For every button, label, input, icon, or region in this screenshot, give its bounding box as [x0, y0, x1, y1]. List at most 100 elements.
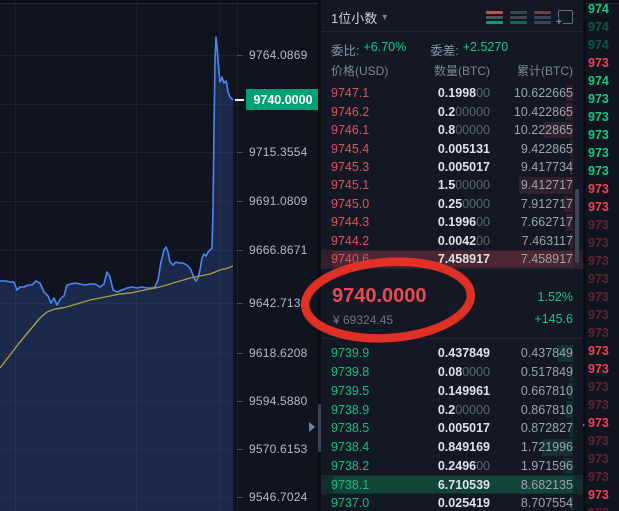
order-book-stats: 委比: +6.70% 委差: +2.5270 [331, 40, 509, 58]
order-book-row[interactable]: 9745.3 0.005017 9.417734 [321, 158, 583, 176]
trade-row[interactable]: 973 [588, 398, 609, 412]
price-cell[interactable]: 9747.1 [331, 86, 370, 101]
order-book-row[interactable]: 9739.8 0.080000 0.517849 [321, 363, 583, 382]
total-cell: 0.437849 [520, 346, 573, 361]
order-book-row[interactable]: 9744.2 0.004200 7.463117 [321, 232, 583, 250]
trade-row[interactable]: 973 [588, 164, 609, 178]
order-book-row[interactable]: 9738.5 0.005017 0.872827 [321, 419, 583, 438]
trade-row[interactable]: 973 [588, 308, 609, 322]
order-book-row[interactable]: 9738.2 0.249600 1.971596 [321, 457, 583, 476]
price-cell[interactable]: 9738.2 [331, 458, 370, 473]
trade-row[interactable]: 973 [588, 110, 609, 124]
order-book-row[interactable]: 9746.1 0.800000 10.222865 [321, 121, 583, 139]
order-book-row[interactable]: 9739.5 0.149961 0.667810 [321, 382, 583, 401]
book-view-bids-icon[interactable] [510, 10, 527, 24]
order-book-row[interactable]: 9747.1 0.199800 10.622665 [321, 84, 583, 102]
price-cell[interactable]: 9745.3 [331, 159, 370, 174]
price-cell[interactable]: 9738.5 [331, 421, 370, 436]
order-book-row[interactable]: 9745.4 0.005131 9.422865 [321, 139, 583, 157]
trade-row[interactable]: 973 [588, 272, 609, 286]
price-chart[interactable] [0, 0, 320, 511]
col-qty: 数量(BTC) [434, 64, 490, 78]
price-cell[interactable]: 9744.2 [331, 233, 370, 248]
trade-row[interactable]: 973 [588, 416, 609, 430]
order-book-row[interactable]: 9738.1 6.710539 8.682135 [321, 475, 583, 494]
price-cell[interactable]: 9744.3 [331, 215, 370, 230]
total-cell: 10.422865 [513, 104, 573, 119]
order-book-row[interactable]: 9745.1 1.500000 9.412717 [321, 176, 583, 194]
trade-row[interactable]: 973 [588, 146, 609, 160]
order-book-row[interactable]: 9737.0 0.025419 8.707554 [321, 494, 583, 511]
axis-label: 9594.5880 [249, 394, 308, 408]
depth-bar [570, 232, 573, 249]
trade-row[interactable]: 973 [588, 290, 609, 304]
qty-cell: 6.710539 [437, 477, 490, 492]
price-cell[interactable]: 9739.9 [331, 346, 370, 361]
trade-row[interactable]: 974 [588, 20, 609, 34]
trade-row[interactable]: 973 [588, 434, 609, 448]
change-absolute: +145.6 [534, 312, 573, 326]
order-book-row[interactable]: 9738.4 0.849169 1.721996 [321, 438, 583, 457]
trade-row[interactable]: 973 [586, 504, 619, 511]
price-cell[interactable]: 9745.4 [331, 141, 370, 156]
trade-row[interactable]: 973 [588, 362, 609, 376]
depth-bar [565, 85, 573, 102]
price-cell[interactable]: 9738.4 [331, 440, 370, 455]
decimals-dropdown[interactable]: 1位小数 [331, 10, 378, 26]
trade-row[interactable]: 973 [588, 380, 609, 394]
trade-row[interactable]: 974 [588, 38, 609, 52]
price-cell[interactable]: 9737.0 [331, 496, 370, 511]
order-book-scrollbar[interactable] [575, 189, 579, 263]
trade-row[interactable]: 973 [588, 128, 609, 142]
price-cell[interactable]: 9739.5 [331, 383, 370, 398]
chevron-right-icon[interactable] [309, 422, 315, 432]
order-book-row[interactable]: 9739.9 0.437849 0.437849 [321, 344, 583, 363]
order-book-row[interactable]: 9744.3 0.199600 7.662717 [321, 213, 583, 231]
trade-row[interactable]: 973 [588, 182, 609, 196]
depth-bar [333, 476, 573, 493]
price-cell[interactable]: 9740.6 [331, 252, 370, 267]
trade-row[interactable]: 973 [588, 326, 609, 340]
panel-collapse-handle[interactable] [318, 404, 322, 452]
trade-row[interactable]: 973 [588, 344, 609, 358]
price-cell[interactable]: 9738.9 [331, 402, 370, 417]
price-cell[interactable]: 9745.1 [331, 178, 370, 193]
qty-cell: 0.250000 [437, 196, 490, 211]
trade-row[interactable]: 973 [588, 254, 609, 268]
price-cell[interactable]: 9739.8 [331, 365, 370, 380]
order-book-row[interactable]: 9738.9 0.200000 0.867810 [321, 400, 583, 419]
trade-row[interactable]: 973 [588, 452, 609, 466]
diff-value: +2.5270 [462, 40, 509, 54]
depth-bar [557, 345, 573, 362]
add-panel-icon[interactable]: + [555, 10, 573, 28]
order-book-row[interactable]: 9740.6 7.458917 7.458917 [321, 249, 583, 269]
trade-row[interactable]: 973 [588, 56, 609, 70]
book-view-both-icon[interactable] [486, 10, 503, 24]
ratio-label: 委比: [331, 44, 360, 58]
trade-row[interactable]: 973 [588, 488, 609, 502]
trade-row[interactable]: 973 [588, 470, 609, 484]
axis-tick [237, 497, 243, 498]
total-cell: 7.458917 [520, 252, 573, 267]
trade-row[interactable]: 974 [588, 74, 609, 88]
order-book-row[interactable]: 9745.0 0.250000 7.912717 [321, 195, 583, 213]
order-book-row[interactable]: 9746.2 0.200000 10.422865 [321, 102, 583, 120]
trade-row[interactable]: 973 [588, 218, 609, 232]
trade-row[interactable]: 973 [588, 200, 609, 214]
trade-row[interactable]: 974 [588, 2, 609, 16]
trade-row[interactable]: 973 [588, 92, 609, 106]
last-price-fiat: ¥ 69324.45 [333, 313, 394, 327]
axis-tick [237, 55, 243, 56]
axis-label: 9618.6208 [249, 346, 308, 360]
depth-bar [570, 140, 573, 157]
trade-row[interactable]: 973 [588, 236, 609, 250]
qty-cell: 0.200000 [437, 104, 490, 119]
price-cell[interactable]: 9738.1 [331, 477, 370, 492]
book-view-asks-icon[interactable] [534, 10, 551, 24]
qty-cell: 0.199800 [437, 86, 490, 101]
price-cell[interactable]: 9745.0 [331, 196, 370, 211]
price-cell[interactable]: 9746.2 [331, 104, 370, 119]
price-cell[interactable]: 9746.1 [331, 123, 370, 138]
axis-tick [237, 401, 243, 402]
